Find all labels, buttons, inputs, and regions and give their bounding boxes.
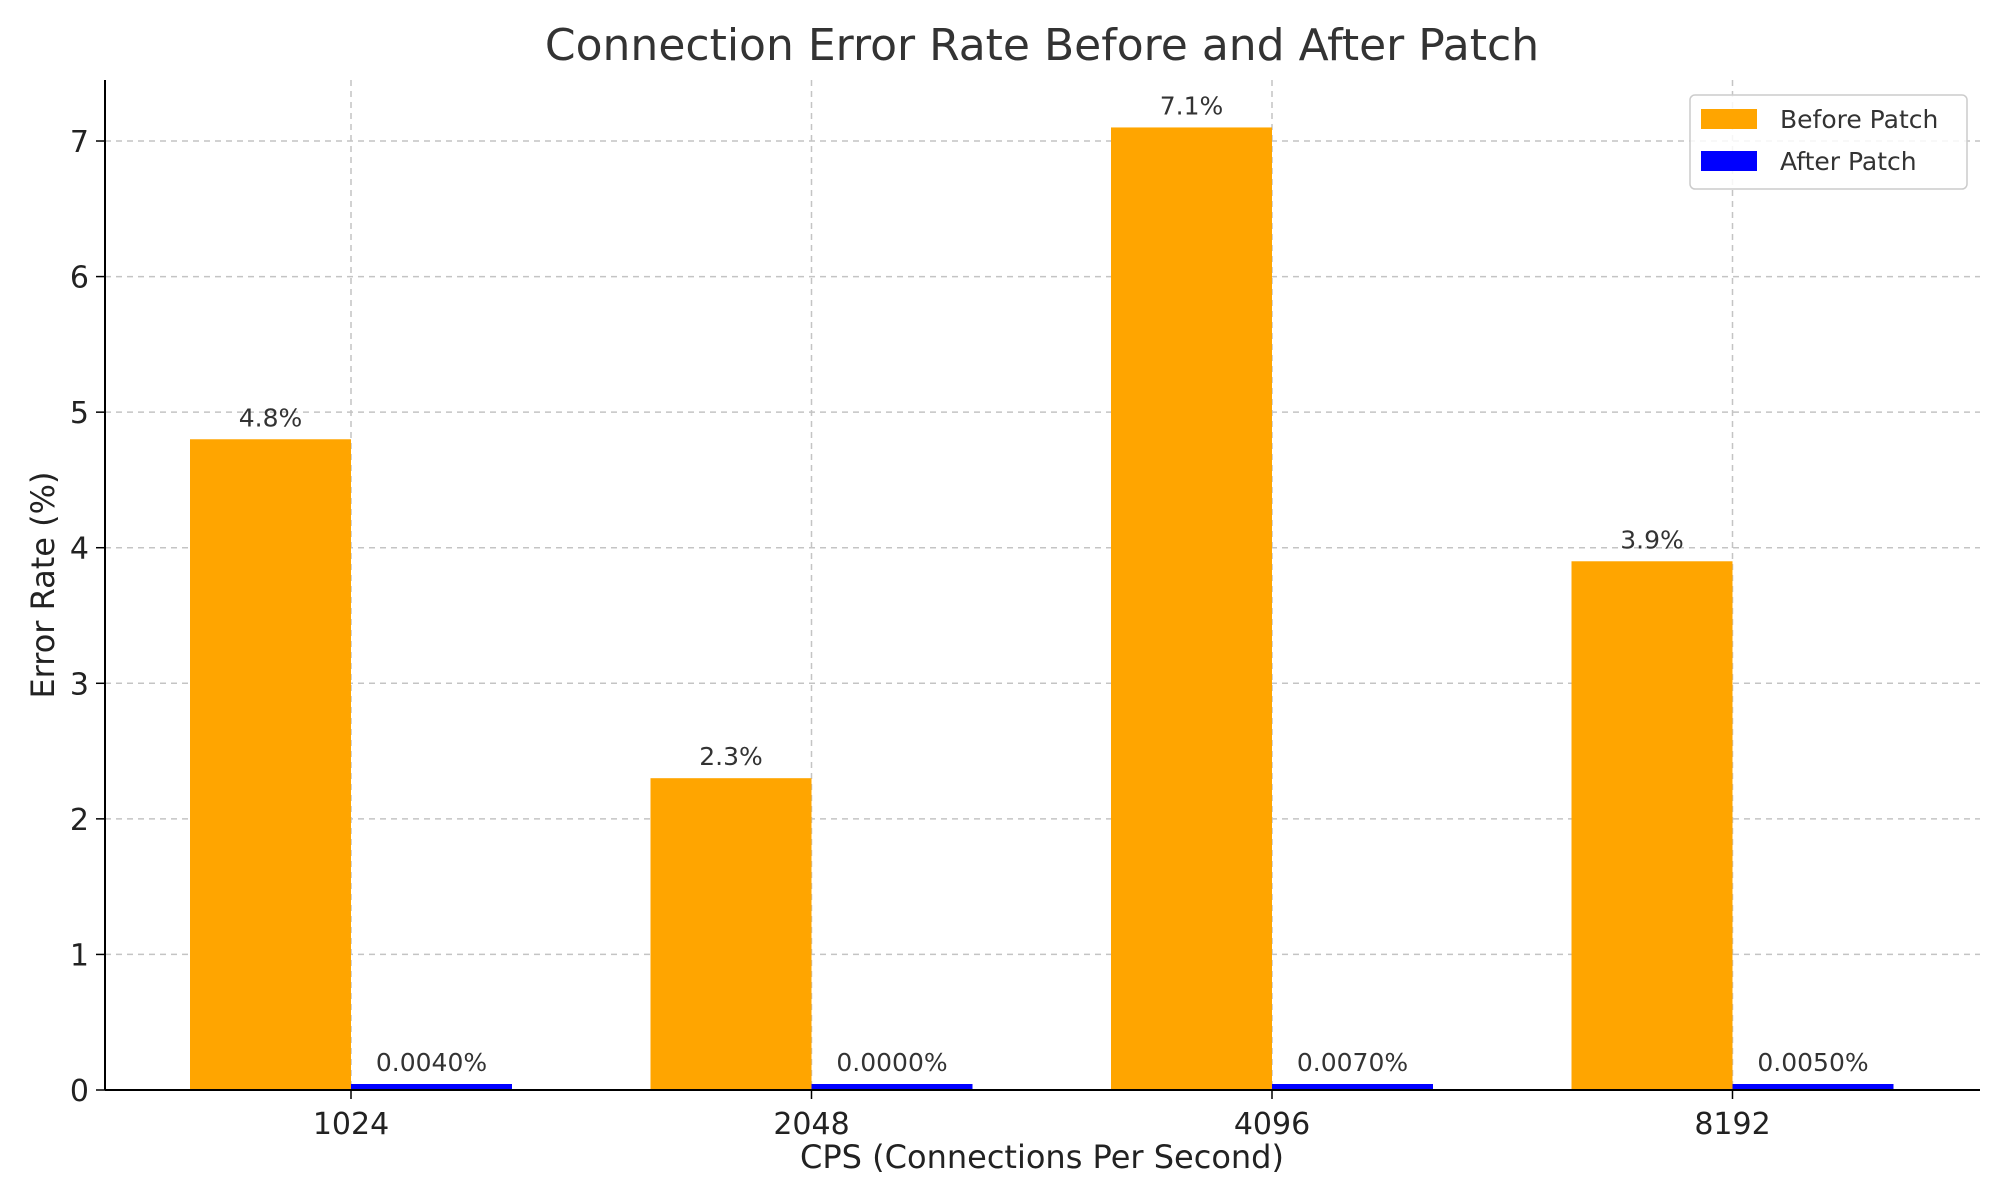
bar-after-patch [351, 1084, 512, 1090]
bar-before-patch [1571, 561, 1733, 1090]
x-axis-label: CPS (Connections Per Second) [800, 1138, 1284, 1176]
legend-swatch [1701, 151, 1757, 171]
x-tick-label: 8192 [1694, 1107, 1770, 1142]
data-label: 0.0000% [836, 1048, 947, 1077]
bar-before-patch [1111, 127, 1272, 1091]
bar-before-patch [190, 439, 351, 1091]
legend-box [1689, 94, 1968, 190]
x-tick-label: 1024 [313, 1107, 389, 1142]
data-label: 7.1% [1160, 91, 1224, 120]
bar-after-patch [811, 1084, 973, 1090]
chart-title: Connection Error Rate Before and After P… [545, 20, 1539, 71]
legend-label: After Patch [1780, 147, 1917, 176]
y-tick-label: 4 [70, 532, 89, 567]
y-tick-label: 2 [70, 803, 89, 838]
bars [190, 127, 1894, 1091]
y-axis-label: Error Rate (%) [24, 471, 62, 698]
bar-before-patch [650, 778, 812, 1090]
legend-label: Before Patch [1780, 105, 1938, 134]
axes [96, 80, 1980, 1099]
legend-swatch [1701, 109, 1757, 129]
y-tick-label: 0 [70, 1074, 89, 1109]
y-tick-label: 7 [70, 125, 89, 160]
bar-after-patch [1732, 1084, 1894, 1090]
data-label: 4.8% [239, 403, 303, 432]
tick-labels: 0 1 2 3 4 5 6 7 1024 2048 4096 8192 [70, 125, 1771, 1142]
data-label: 2.3% [699, 742, 763, 771]
data-labels: 4.8% 2.3% 7.1% 3.9% 0.0040% 0.0000% 0.0070% 0.0… [239, 91, 1869, 1077]
y-tick-label: 5 [70, 396, 89, 431]
data-label: 3.9% [1620, 525, 1684, 554]
x-tick-label: 4096 [1234, 1107, 1310, 1142]
bar-after-patch [1272, 1084, 1433, 1090]
data-label: 0.0040% [376, 1048, 487, 1077]
y-tick-label: 3 [70, 667, 89, 702]
x-tick-label: 2048 [773, 1107, 849, 1142]
y-tick-label: 6 [70, 261, 89, 296]
data-label: 0.0050% [1757, 1048, 1868, 1077]
data-label: 0.0070% [1297, 1048, 1408, 1077]
y-tick-label: 1 [70, 938, 89, 973]
legend: Before Patch After Patch [1689, 94, 1968, 190]
